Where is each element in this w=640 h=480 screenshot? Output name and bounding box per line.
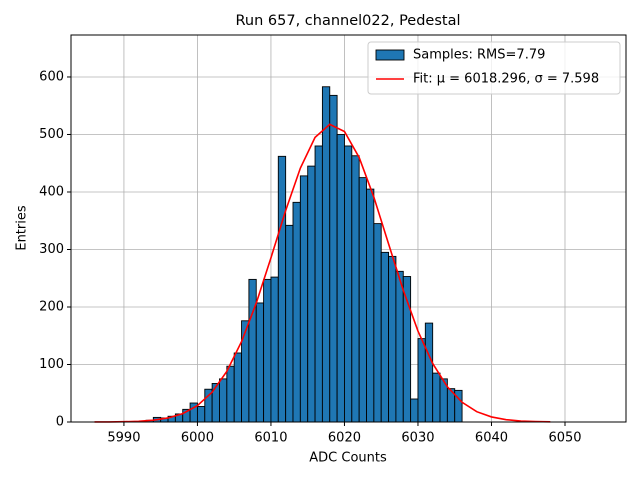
y-axis-label: Entries [15,205,30,251]
bar [373,223,382,423]
y-tick-label: 300 [39,242,64,257]
bar [233,352,242,423]
x-tick-label: 6010 [254,431,287,446]
bar [219,378,228,423]
bar [417,338,426,423]
y-tick-label: 600 [39,69,64,84]
plot-frame [70,34,627,423]
y-tick-label: 400 [39,184,64,199]
legend-swatch [375,49,405,61]
x-tick-label: 6050 [548,431,581,446]
bar [241,320,250,423]
bar [196,406,206,423]
bar [226,365,235,423]
x-tick-label: 6000 [181,431,214,446]
bar [285,224,294,423]
y-tick-label: 0 [56,415,64,430]
bar [270,276,279,423]
bar [424,322,434,423]
bar [344,145,353,423]
legend-label: Fit: μ = 6018.296, σ = 7.598 [413,72,599,87]
bar [255,302,265,423]
bar [314,145,323,423]
bar [299,175,309,423]
bar [388,255,397,423]
bar [358,177,367,423]
bar [248,278,257,423]
legend: Samples: RMS=7.79 Fit: μ = 6018.296, σ = … [367,41,621,95]
x-tick-label: 5990 [107,431,140,446]
bar [432,372,441,423]
y-tick-label: 200 [39,299,64,314]
bar [410,398,419,423]
x-tick-label: 6020 [328,431,361,446]
bar [395,270,404,423]
fit-line [94,123,551,423]
y-tick-label: 500 [39,127,64,142]
legend-box [367,41,621,95]
bar [380,251,390,423]
x-axis-label: ADC Counts [309,451,387,466]
bar [307,165,316,423]
bar [351,155,360,423]
chart-title: Run 657, channel022, Pedestal [235,13,460,29]
bar [329,94,338,423]
y-tick-label: 100 [39,357,64,372]
bar [366,188,375,423]
bar [321,86,331,423]
x-tick-label: 6030 [401,431,434,446]
bar [336,134,345,423]
bar [263,278,272,423]
bar [277,155,287,423]
legend-label: Samples: RMS=7.79 [413,48,545,63]
x-tick-label: 6040 [475,431,508,446]
bar [292,201,301,423]
